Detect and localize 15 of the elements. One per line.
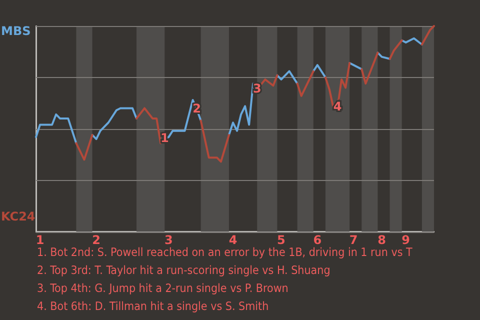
x-tick-label: 2 (92, 232, 100, 247)
x-tick-label: 6 (313, 232, 322, 247)
x-tick-label: 9 (402, 232, 410, 247)
x-tick-label: 1 (36, 232, 44, 247)
text: 1. Bot 2nd: S. Powell reached on an error by the 1B, driving in 1 run vs T (37, 244, 414, 261)
x-tick-label: 7 (349, 232, 358, 247)
text: 4. Bot 6th: D. Tillman hit a single vs S. Smith (37, 298, 270, 315)
text: KC24 (1, 210, 36, 224)
x-tick-label: 8 (378, 232, 386, 247)
x-tick-label: 3 (164, 232, 173, 247)
text: 3. Top 4th: G. Jump hit a 2-run single vs P. Brown (37, 280, 290, 297)
x-tick-label: 4 (228, 232, 238, 247)
x-tick-label: 5 (277, 232, 286, 247)
text: MBS (1, 24, 31, 38)
text: 2. Top 3rd: T. Taylor hit a run-scoring single vs H. Shuang (37, 262, 332, 279)
